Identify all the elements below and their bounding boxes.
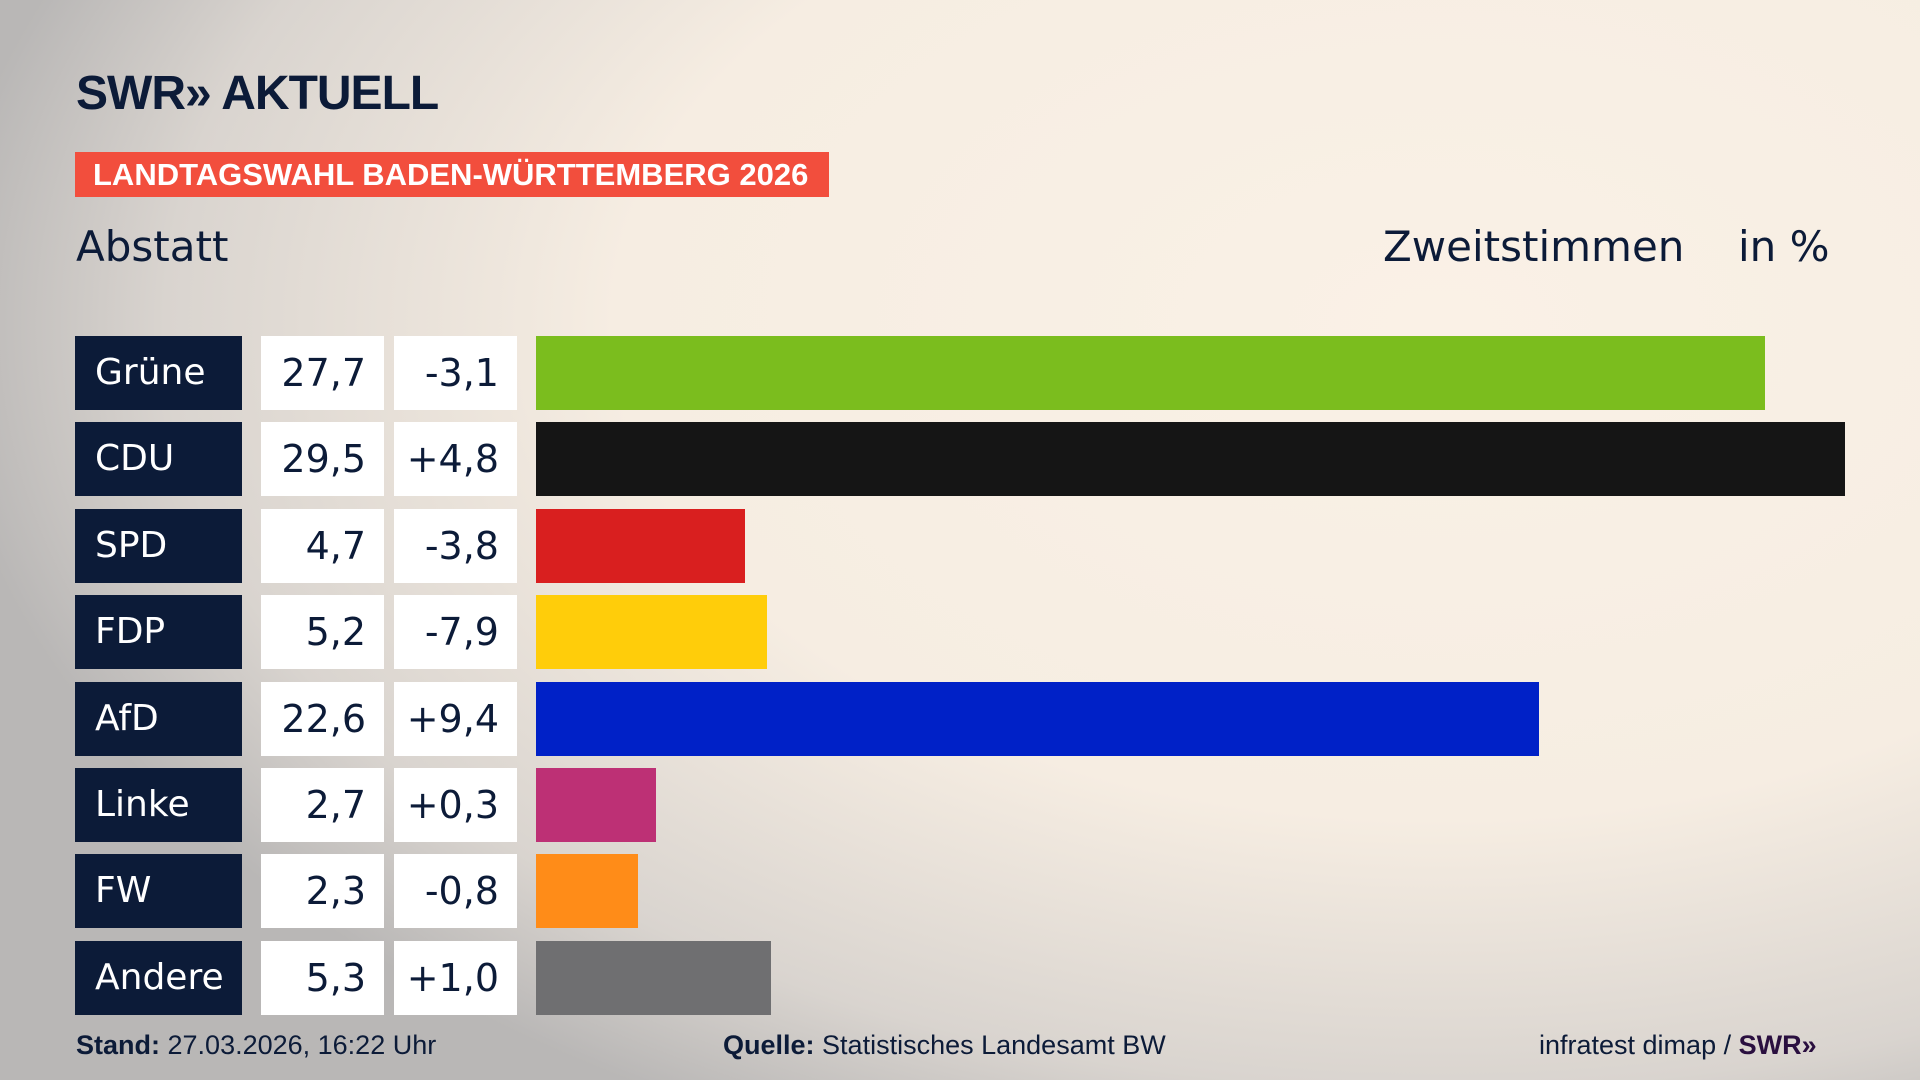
source: Quelle: Statistisches Landesamt BW [723,1030,1166,1061]
party-label: AfD [75,681,242,756]
bar-row: FDP 5,2 -7,9 [0,595,1920,670]
bar-linke [536,768,656,842]
diff-label: -3,8 [394,508,517,583]
bar-row: AfD 22,6 +9,4 [0,681,1920,756]
stand-label: Stand: [76,1030,160,1060]
value-label: 22,6 [261,681,384,756]
value-label: 27,7 [261,336,384,410]
diff-label: +1,0 [394,940,517,1015]
diff-label: +9,4 [394,681,517,756]
value-label: 5,2 [261,595,384,670]
bar-fdp [536,595,767,670]
diff-label: -3,1 [394,336,517,410]
source-value: Statistisches Landesamt BW [822,1030,1166,1060]
bar-row: Andere 5,3 +1,0 [0,940,1920,1015]
diff-label: +0,3 [394,768,517,842]
unit-label: in % [1738,222,1830,271]
bar-grüne [536,336,1766,410]
swr-logo: SWR» [1738,1030,1817,1060]
diff-label: +4,8 [394,422,517,497]
bar-spd [536,508,745,583]
bar-row: Grüne 27,7 -3,1 [0,336,1920,410]
stand-value: 27.03.2026, 16:22 Uhr [167,1030,437,1060]
party-label: Andere [75,940,242,1015]
bar-fw [536,854,639,929]
value-label: 29,5 [261,422,384,497]
election-banner: LANDTAGSWAHL BADEN-WÜRTTEMBERG 2026 [75,152,829,197]
timestamp: Stand: 27.03.2026, 16:22 Uhr [76,1030,436,1061]
value-label: 4,7 [261,508,384,583]
bar-row: CDU 29,5 +4,8 [0,422,1920,497]
bar-row: FW 2,3 -0,8 [0,854,1920,929]
party-label: Linke [75,768,242,842]
party-label: FDP [75,595,242,670]
region-title: Abstatt [76,222,229,271]
party-label: FW [75,854,242,929]
bar-cdu [536,422,1845,497]
bar-andere [536,940,772,1015]
diff-label: -7,9 [394,595,517,670]
party-label: CDU [75,422,242,497]
value-label: 2,7 [261,768,384,842]
credit-text: infratest dimap / [1539,1030,1732,1060]
party-label: Grüne [75,336,242,410]
bar-row: SPD 4,7 -3,8 [0,508,1920,583]
vote-type: Zweitstimmen [1383,222,1685,271]
swr-aktuell-logo: SWR» AKTUELL [76,67,439,120]
bar-row: Linke 2,7 +0,3 [0,768,1920,842]
diff-label: -0,8 [394,854,517,929]
source-label: Quelle: [723,1030,815,1060]
value-label: 5,3 [261,940,384,1015]
bar-afd [536,681,1539,756]
credit: infratest dimap / SWR» [1539,1030,1817,1061]
party-label: SPD [75,508,242,583]
value-label: 2,3 [261,854,384,929]
